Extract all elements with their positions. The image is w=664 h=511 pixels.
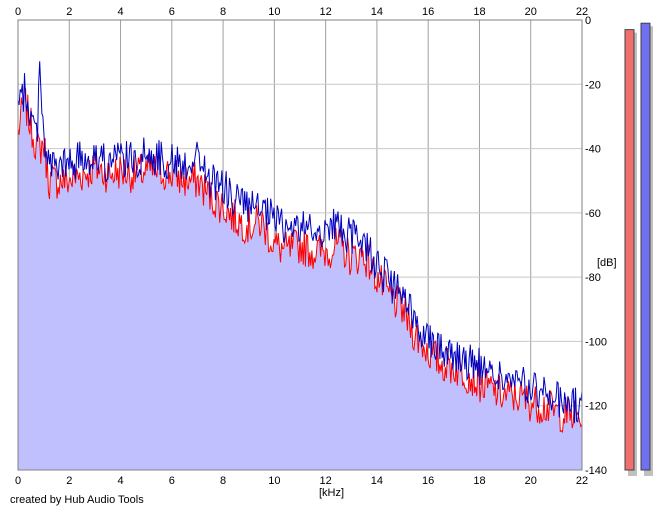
y-tick-label: -20 — [585, 79, 601, 91]
x-tick-label-bottom: 22 — [576, 475, 588, 487]
y-ticks: 0 -20 -40 -60 -80 -100 -120 -140 — [585, 15, 607, 477]
x-tick-label-top: 4 — [117, 6, 123, 18]
x-tick-label-bottom: 8 — [220, 475, 226, 487]
y-tick-label: -140 — [585, 465, 607, 477]
y-tick-label: -40 — [585, 144, 601, 156]
x-tick-label-bottom: 4 — [117, 475, 123, 487]
footer-credit: created by Hub Audio Tools — [10, 494, 144, 506]
x-tick-label-top: 22 — [576, 6, 588, 18]
y-tick-label: 0 — [585, 15, 591, 27]
x-ticks-top: 0 2 4 6 8 10 12 14 16 18 20 22 — [15, 6, 588, 18]
x-tick-label-bottom: 10 — [268, 475, 280, 487]
x-tick-label-top: 2 — [66, 6, 72, 18]
spectrum-fill — [18, 86, 582, 470]
x-tick-label-top: 0 — [15, 6, 21, 18]
y-tick-label: -80 — [585, 272, 601, 284]
x-tick-label-bottom: 16 — [422, 475, 434, 487]
x-tick-label-bottom: 20 — [525, 475, 537, 487]
x-tick-label-top: 12 — [320, 6, 332, 18]
series-line-blue — [17, 61, 583, 424]
x-tick-label-top: 10 — [268, 6, 280, 18]
x-tick-label-top: 20 — [525, 6, 537, 18]
x-tick-label-bottom: 14 — [371, 475, 383, 487]
plot-border — [17, 19, 583, 471]
x-tick-label-bottom: 18 — [473, 475, 485, 487]
x-axis-label: [kHz] — [319, 487, 344, 499]
x-tick-label-bottom: 2 — [66, 475, 72, 487]
x-tick-label-top: 8 — [220, 6, 226, 18]
x-tick-label-bottom: 6 — [169, 475, 175, 487]
level-meter-bar — [624, 29, 635, 471]
y-tick-label: -60 — [585, 208, 601, 220]
x-ticks-bottom: 0 2 4 6 8 10 12 14 16 18 20 22 — [15, 475, 588, 487]
y-tick-label: -100 — [585, 336, 607, 348]
x-tick-label-top: 16 — [422, 6, 434, 18]
level-meters — [624, 22, 653, 477]
x-tick-label-bottom: 0 — [15, 475, 21, 487]
y-tick-label: -120 — [585, 401, 607, 413]
x-tick-label-bottom: 12 — [320, 475, 332, 487]
x-tick-label-top: 14 — [371, 6, 383, 18]
y-axis-label: [dB] — [597, 257, 617, 269]
x-tick-label-top: 6 — [169, 6, 175, 18]
x-tick-label-top: 18 — [473, 6, 485, 18]
level-meter-bar — [640, 22, 651, 471]
